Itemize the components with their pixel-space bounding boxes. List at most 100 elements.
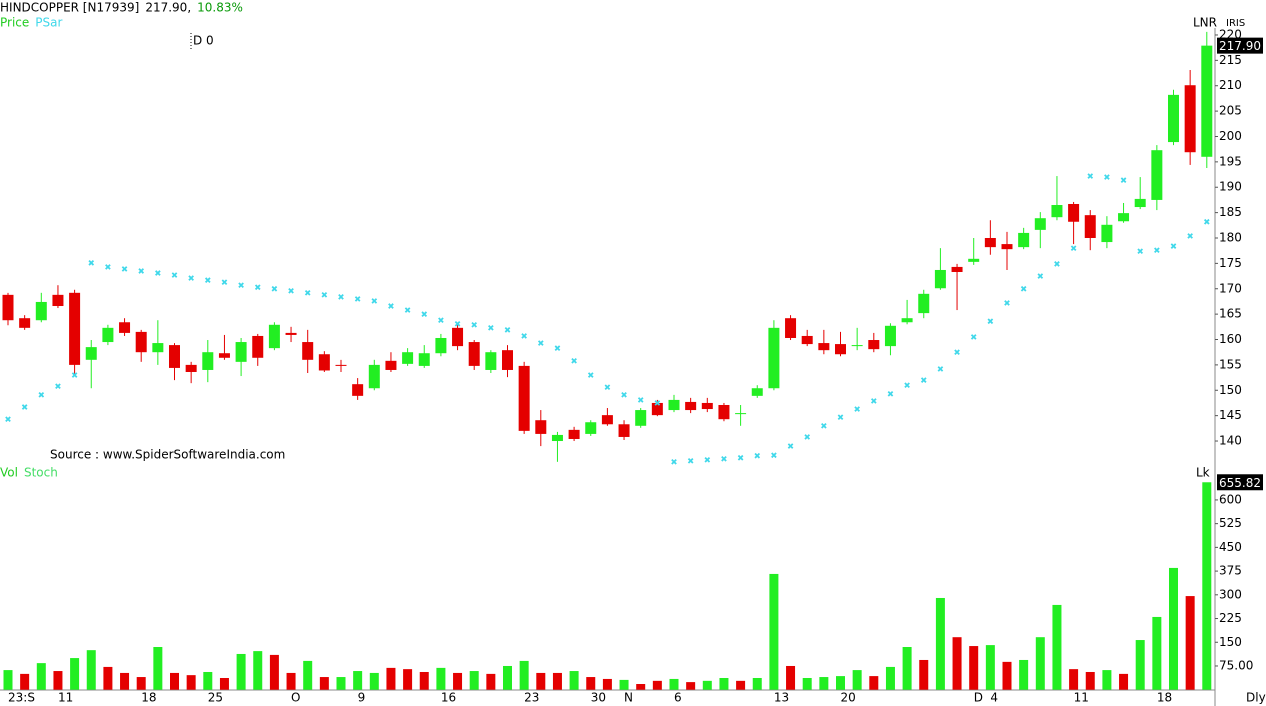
psar-point [221, 279, 228, 285]
psar-point [371, 298, 378, 304]
y-tick-label: 600 [1219, 492, 1242, 506]
candle-body [402, 352, 414, 364]
volume-bar [369, 672, 379, 690]
candle-body [468, 342, 480, 366]
candle-body [518, 365, 530, 431]
candle-body [951, 266, 963, 273]
volume-bar [836, 676, 845, 690]
candle-body [651, 402, 663, 416]
candle-body [85, 347, 97, 360]
candle-body [135, 331, 147, 353]
psar-point [254, 284, 261, 291]
volume-bar [1085, 671, 1095, 690]
candle-body [352, 384, 364, 396]
volume-bar [1052, 604, 1062, 690]
volume-bar [869, 676, 879, 690]
candle-body [751, 388, 763, 396]
psar-point [621, 391, 627, 398]
psar-point [438, 317, 444, 324]
volume-bar [519, 660, 529, 690]
psar-point [38, 391, 45, 398]
volume-bar [919, 659, 929, 690]
x-tick-label: 13 [774, 691, 789, 705]
volume-bar [985, 645, 995, 690]
y-tick-label: 300 [1219, 587, 1242, 601]
volume-bar [186, 675, 196, 690]
psar-point [704, 456, 711, 463]
candle-body [835, 344, 846, 355]
psar-point [155, 270, 161, 276]
psar-point [304, 289, 311, 296]
chart-title: HINDCOPPER [N17939] [0, 1, 139, 15]
y-tick-label: 150 [1219, 635, 1242, 649]
candle-body [1101, 224, 1113, 243]
psar-point [1154, 247, 1160, 254]
psar-point [171, 272, 178, 278]
volume-bar [103, 666, 113, 690]
volume-bar [586, 677, 596, 690]
candle-body [968, 258, 980, 262]
volume-bar [1069, 669, 1079, 690]
header-price: 217.90, [145, 1, 191, 15]
psar-point [1020, 285, 1027, 292]
x-tick-label: 30 [591, 691, 606, 705]
volume-bar [536, 672, 546, 690]
candle-body [1118, 213, 1130, 222]
y-tick-label: 180 [1219, 230, 1242, 244]
volume-bar [403, 669, 413, 690]
x-axis-label: Dly [1246, 691, 1266, 705]
y-tick-label: 75.00 [1219, 658, 1253, 672]
candle-body [601, 415, 613, 425]
candle-body [268, 324, 280, 349]
y-tick-label: 150 [1219, 383, 1242, 397]
volume-bar [20, 673, 30, 690]
psar-point [1104, 174, 1110, 180]
candle-body [202, 352, 214, 370]
candle-body [934, 269, 946, 289]
psar-point [521, 333, 527, 339]
volume-bar [769, 573, 779, 690]
volume-bar [1002, 661, 1012, 690]
volume-bar [253, 651, 263, 690]
volume-bar [319, 677, 329, 690]
psar-point [571, 357, 577, 364]
volume-bar [53, 671, 63, 690]
psar-point [321, 292, 328, 298]
psar-point [5, 416, 11, 423]
x-tick-label: 20 [841, 691, 856, 705]
psar-point [821, 422, 827, 429]
candle-body [1151, 150, 1163, 200]
candle-body [418, 353, 430, 366]
candle-body [502, 350, 513, 370]
volume-bar [669, 678, 679, 690]
volume-bar [70, 658, 80, 690]
volume-bar [1152, 616, 1162, 690]
volume-bar [3, 670, 13, 690]
volume-bar [952, 637, 962, 690]
candle-body [768, 327, 780, 389]
psar-point [454, 320, 461, 327]
candle-body [235, 342, 247, 362]
annotation: D 0 [193, 34, 214, 48]
legend-entry: PSar [35, 16, 62, 30]
volume-bar [852, 670, 862, 690]
x-tick-label: 18 [141, 691, 156, 705]
source-note: Source : www.SpiderSoftwareIndia.com [50, 448, 285, 462]
candle-body [1168, 94, 1179, 143]
y-tick-label: 160 [1219, 332, 1242, 346]
psar-point [687, 457, 694, 464]
candle-body [918, 293, 930, 314]
y-tick-label: 145 [1219, 408, 1242, 422]
psar-point [771, 452, 777, 459]
volume-bar [486, 673, 496, 690]
x-tick-label: 11 [58, 691, 73, 705]
psar-point [388, 303, 394, 309]
volume-bar [1169, 567, 1178, 690]
candle-body [1051, 205, 1063, 218]
candle-body [551, 434, 563, 442]
volume-bar [203, 671, 213, 690]
volume-bar [286, 672, 296, 690]
volume-bar [1202, 482, 1212, 690]
volume-bar [969, 646, 979, 690]
